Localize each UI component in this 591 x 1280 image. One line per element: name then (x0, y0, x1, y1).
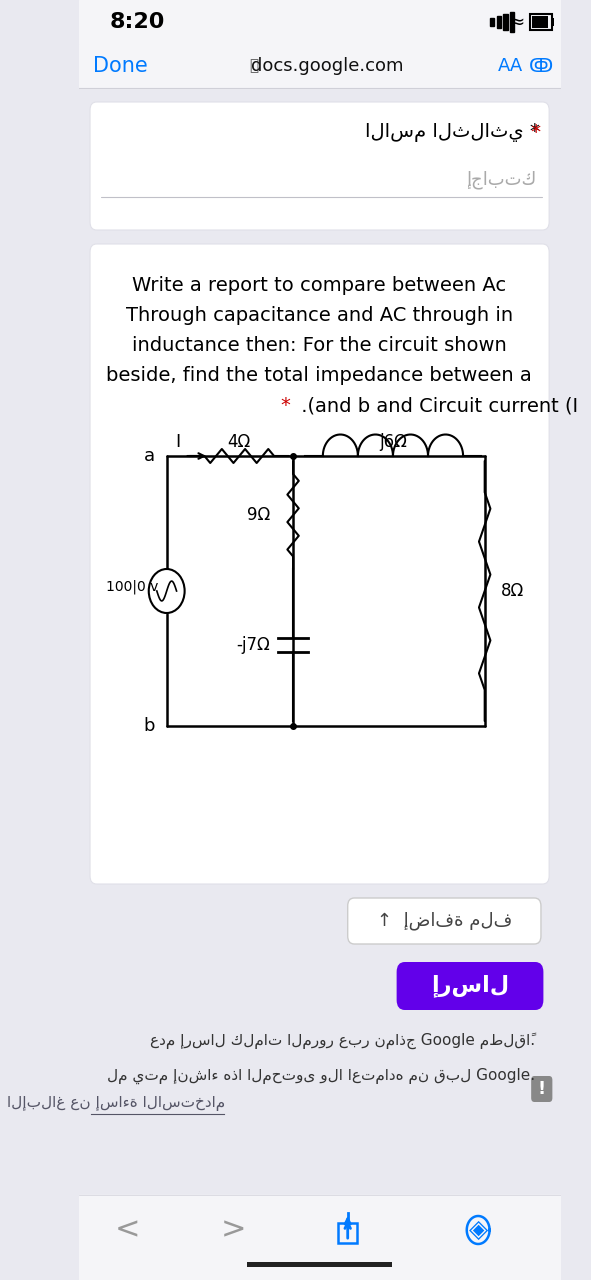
Text: I: I (176, 433, 181, 451)
Text: <: < (115, 1216, 140, 1244)
Text: !: ! (538, 1080, 546, 1098)
Text: 4Ω: 4Ω (228, 433, 251, 451)
Text: 9Ω: 9Ω (247, 506, 270, 525)
FancyBboxPatch shape (90, 244, 549, 884)
Text: ↑  إضافة ملف: ↑ إضافة ملف (377, 911, 512, 931)
Text: a: a (144, 447, 155, 465)
Bar (79, 1196, 560, 1280)
Text: إرسال: إرسال (431, 974, 509, 997)
Text: docs.google.com: docs.google.com (251, 58, 404, 76)
Text: AA: AA (498, 58, 524, 76)
Text: .(and b and Circuit current (I: .(and b and Circuit current (I (295, 396, 578, 415)
Text: 8Ω: 8Ω (501, 582, 524, 600)
Text: *: * (525, 123, 541, 142)
Text: Done: Done (93, 56, 148, 76)
Text: >: > (221, 1216, 246, 1244)
Text: ◈: ◈ (469, 1219, 488, 1242)
FancyBboxPatch shape (90, 102, 549, 230)
Text: Through capacitance and AC through in: Through capacitance and AC through in (126, 306, 513, 325)
Bar (491, 18, 495, 26)
Text: الإبلاغ عن إساءة الاستخدام: الإبلاغ عن إساءة الاستخدام (7, 1096, 225, 1111)
Text: -j7Ω: -j7Ω (236, 636, 270, 654)
Text: beside, find the total impedance between a: beside, find the total impedance between… (106, 366, 532, 385)
Text: لم يتم إنشاء هذا المحتوى ولا اعتماده من قبل Google.: لم يتم إنشاء هذا المحتوى ولا اعتماده من … (107, 1068, 535, 1084)
Text: *: * (281, 396, 291, 415)
Bar (532, 17, 548, 28)
Text: عدم إرسال كلمات المرور عبر نماذج Google مطلقاً.: عدم إرسال كلمات المرور عبر نماذج Google … (150, 1032, 535, 1048)
Bar (551, 18, 554, 26)
FancyBboxPatch shape (531, 1076, 553, 1102)
Bar (497, 17, 501, 28)
Text: b: b (144, 717, 155, 735)
Text: الاسم الثلاثي *: الاسم الثلاثي * (365, 123, 540, 142)
Text: j6Ω: j6Ω (379, 433, 407, 451)
Bar (79, 44, 560, 88)
Text: ↂ: ↂ (529, 56, 553, 76)
Bar (530, 14, 551, 29)
Circle shape (149, 570, 184, 613)
Bar (246, 1262, 392, 1267)
Text: 🔒: 🔒 (249, 59, 258, 73)
Bar (510, 12, 514, 32)
FancyBboxPatch shape (348, 899, 541, 945)
Text: إجابتك: إجابتك (466, 170, 537, 189)
Bar (338, 1222, 358, 1243)
Text: ≈: ≈ (509, 13, 525, 32)
Text: 100|0 v: 100|0 v (106, 580, 158, 594)
Text: inductance then: For the circuit shown: inductance then: For the circuit shown (132, 337, 506, 355)
Bar (79, 0, 560, 44)
FancyBboxPatch shape (397, 963, 543, 1010)
Bar (504, 14, 508, 29)
Text: Write a report to compare between Ac: Write a report to compare between Ac (132, 276, 506, 294)
Text: 8:20: 8:20 (109, 12, 165, 32)
